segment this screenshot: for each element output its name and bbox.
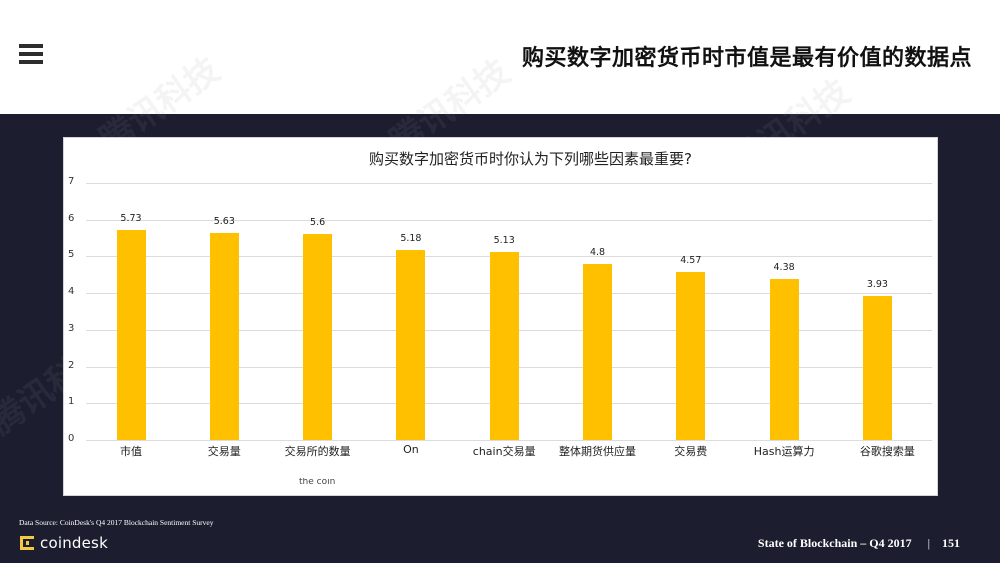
y-axis-tick-label: 2 xyxy=(68,359,75,371)
bar xyxy=(769,279,799,440)
x-axis-category-label: 交易费 xyxy=(674,445,708,458)
bar xyxy=(583,263,612,440)
bar xyxy=(303,234,333,440)
bar-value-label: 4.38 xyxy=(773,262,795,274)
x-axis-category-label: 交易所的数量 xyxy=(284,445,351,458)
x-axis-category-label: chain交易量 xyxy=(472,445,536,458)
y-axis-tick-label: 4 xyxy=(68,286,75,298)
x-axis-category-label: 整体期货供应量 xyxy=(559,445,636,458)
clipped-axis-label: the coin xyxy=(299,478,336,484)
bar-value-label: 4.57 xyxy=(680,255,702,267)
report-title: State of Blockchain – Q4 2017 xyxy=(757,536,912,550)
bar-value-label: 4.8 xyxy=(589,246,606,258)
x-axis-category-label: On xyxy=(403,443,419,456)
bar-value-label: 5.18 xyxy=(400,232,422,244)
x-axis-category-label: Hash运算力 xyxy=(753,445,815,458)
bar-value-label: 5.63 xyxy=(213,216,235,228)
hamburger-menu-icon[interactable] xyxy=(19,44,43,64)
coindesk-logo-text: coindesk xyxy=(40,534,108,552)
y-axis-tick-label: 7 xyxy=(68,176,75,187)
gridline xyxy=(86,183,932,184)
coindesk-logo-icon xyxy=(20,536,34,550)
x-axis-category-label: 交易量 xyxy=(207,445,241,458)
gridline xyxy=(86,219,932,221)
bar-value-label: 5.6 xyxy=(310,217,326,229)
bar-value-label: 5.73 xyxy=(120,212,142,224)
y-axis-tick-label: 0 xyxy=(68,433,75,444)
bar xyxy=(862,295,892,440)
bar xyxy=(116,229,146,440)
slide-header: 购买数字加密货币时市值是最有价值的数据点 xyxy=(0,0,1000,114)
y-axis-tick-label: 5 xyxy=(68,249,75,261)
footer-separator: | xyxy=(927,536,930,550)
bar xyxy=(396,249,426,440)
x-axis-category-label: 谷歌搜索量 xyxy=(859,445,915,458)
bar-value-label: 5.13 xyxy=(493,234,515,246)
y-axis-tick-label: 6 xyxy=(68,212,75,224)
chart-title: 购买数字加密货币时你认为下列哪些因素最重要? xyxy=(369,150,692,168)
bar-value-label: 3.93 xyxy=(866,278,888,290)
gridline xyxy=(86,440,932,441)
y-axis-tick-label: 1 xyxy=(68,396,75,408)
bar xyxy=(209,233,239,440)
bar xyxy=(489,251,519,440)
y-axis-tick-label: 3 xyxy=(68,322,75,334)
data-source-note: Data Source: CoinDesk's Q4 2017 Blockcha… xyxy=(19,518,214,527)
page-title: 购买数字加密货币时市值是最有价值的数据点 xyxy=(521,46,972,71)
page-number: 151 xyxy=(942,536,960,550)
footer-report-info: State of Blockchain – Q4 2017 | 151 xyxy=(758,536,960,551)
x-axis-category-label: 市值 xyxy=(120,445,142,458)
bar xyxy=(676,272,706,440)
coindesk-logo: coindesk xyxy=(20,532,108,554)
